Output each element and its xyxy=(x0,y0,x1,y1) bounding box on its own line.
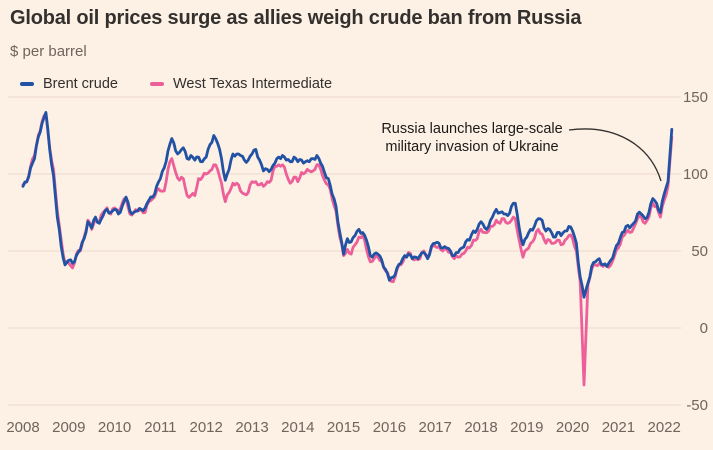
x-axis-label-2009: 2009 xyxy=(52,419,85,436)
y-axis-label-0: 0 xyxy=(700,320,708,337)
legend-label-brent: Brent crude xyxy=(43,76,118,92)
chart-title: Global oil prices surge as allies weigh … xyxy=(10,7,582,29)
annotation-connector-line xyxy=(568,128,662,182)
wti-line xyxy=(21,112,674,387)
chart-subtitle: $ per barrel xyxy=(10,43,87,60)
annotation-invasion: Russia launches large-scale military inv… xyxy=(372,121,572,156)
brent-line xyxy=(21,111,674,299)
x-axis-label-2011: 2011 xyxy=(144,419,176,436)
x-axis-label-2019: 2019 xyxy=(510,419,543,436)
y-axis-label--50: -50 xyxy=(686,397,708,414)
legend-item-brent: Brent crude xyxy=(20,76,118,92)
y-axis-label-50: 50 xyxy=(691,243,708,260)
x-axis-label-2015: 2015 xyxy=(327,419,360,436)
legend: Brent crude West Texas Intermediate xyxy=(20,76,332,92)
x-axis-label-2021: 2021 xyxy=(602,419,635,436)
x-axis-label-2018: 2018 xyxy=(464,419,497,436)
x-axis-label-2014: 2014 xyxy=(281,419,314,436)
x-axis-label-2017: 2017 xyxy=(419,419,452,436)
wti-line-swatch-icon xyxy=(149,82,164,86)
annotation-line-2: military invasion of Ukraine xyxy=(385,138,559,155)
legend-item-wti: West Texas Intermediate xyxy=(149,76,333,92)
y-axis-label-150: 150 xyxy=(683,89,708,106)
x-axis-label-2022: 2022 xyxy=(648,419,681,436)
legend-label-wti: West Texas Intermediate xyxy=(172,76,333,92)
x-axis-label-2020: 2020 xyxy=(556,419,589,436)
y-axis-label-100: 100 xyxy=(683,166,708,183)
x-axis-label-2013: 2013 xyxy=(235,419,268,436)
x-axis-label-2016: 2016 xyxy=(373,419,406,436)
x-axis-label-2012: 2012 xyxy=(190,419,223,436)
x-axis-label-2008: 2008 xyxy=(6,419,39,436)
brent-line-swatch-icon xyxy=(20,82,34,86)
x-axis-label-2010: 2010 xyxy=(98,419,131,436)
annotation-line-1: Russia launches large-scale xyxy=(381,121,563,137)
